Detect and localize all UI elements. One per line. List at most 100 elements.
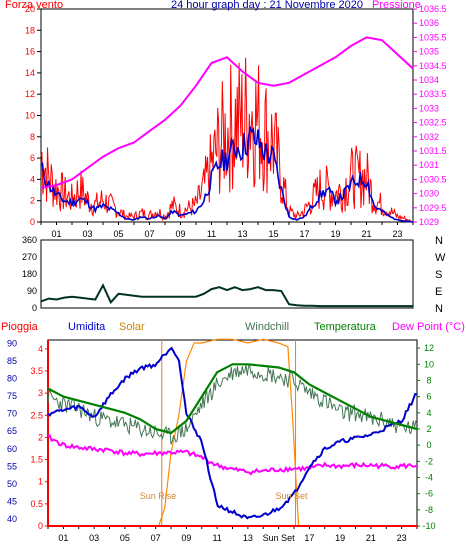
pressure-y-tick-label: 1032 [419, 132, 439, 142]
pressure-axis-label: Pressione [372, 0, 421, 11]
pressure-y-tick-label: 1029 [419, 217, 439, 227]
wind-x-tick-label: 21 [361, 229, 371, 239]
pressure-y-tick-label: 1031.5 [419, 146, 447, 156]
humidity-y-tick-label: 75 [7, 391, 17, 401]
legend-solar: Solar [119, 321, 145, 333]
wind-pressure-series [40, 36, 414, 223]
pressure-y-tick-label: 1033 [419, 103, 439, 113]
compass-label: N [435, 235, 443, 247]
direction-y-tick-label: 90 [27, 286, 37, 296]
pressure-y-tick-label: 1033.5 [419, 89, 447, 99]
sunrise-label: Sun Rise [140, 491, 177, 501]
rain-y-ticks: 0 0.5 1 1.5 2 2.5 3 3.5 4 [30, 344, 48, 531]
dewpoint-line [47, 434, 418, 476]
rain-y-tick-label: 2.5 [30, 410, 43, 420]
rain-y-tick-label: 2 [38, 432, 43, 442]
wind-gust-line [40, 57, 414, 223]
temperature-line [47, 363, 418, 435]
temperature-x-tick-label: 03 [89, 533, 99, 543]
temperature-x-tick-label: 23 [397, 533, 407, 543]
temperature-x-tick-label: 07 [151, 533, 161, 543]
sunset-label: Sun Set [276, 491, 309, 501]
wind-x-tick-label: 17 [299, 229, 309, 239]
rain-y-tick-label: 4 [38, 344, 43, 354]
wind-x-tick-label: 09 [175, 229, 185, 239]
wind-x-tick-label: 13 [237, 229, 247, 239]
humidity-y-tick-label: 90 [7, 339, 17, 349]
wind-y-tick-label: 0 [30, 217, 35, 227]
temperature-y-tick-label: 12 [424, 343, 434, 353]
humidity-y-tick-label: 85 [7, 356, 17, 366]
legend-windchill: Windchill [245, 321, 289, 333]
humidity-y-tick-label: 80 [7, 374, 17, 384]
wind-y-tick-label: 14 [25, 68, 35, 78]
pressure-y-tick-label: 1030.5 [419, 174, 447, 184]
temperature-y-tick-label: 0 [426, 440, 431, 450]
compass-label: W [435, 252, 446, 264]
temperature-y-tick-label: -4 [425, 472, 433, 482]
compass-label: N [435, 303, 443, 315]
humidity-y-ticks: 40 45 50 55 60 65 70 75 80 85 90 [7, 339, 17, 524]
rain-y-tick-label: 0.5 [30, 499, 43, 509]
wind-y-tick-label: 18 [25, 25, 35, 35]
wind-x-tick-label: 03 [82, 229, 92, 239]
pressure-line [40, 36, 414, 189]
rain-y-tick-label: 3 [38, 388, 43, 398]
pressure-y-tick-label: 1029.5 [419, 203, 447, 213]
direction-y-tick-label: 360 [22, 235, 37, 245]
wind-direction-line [40, 283, 413, 308]
rain-y-tick-label: 1 [38, 477, 43, 487]
wind-axis-label: Forza vento [5, 0, 63, 11]
pressure-y-tick-label: 1034.5 [419, 61, 447, 71]
pressure-y-tick-label: 1035.5 [419, 32, 447, 42]
temperature-plot [47, 339, 418, 527]
wind-y-tick-label: 4 [30, 174, 35, 184]
temperature-x-tick-label: 21 [366, 533, 376, 543]
humidity-y-tick-label: 45 [7, 496, 17, 506]
temperature-x-tick-label: 17 [304, 533, 314, 543]
wind-y-tick-label: 8 [30, 132, 35, 142]
wind-y-tick-label: 20 [25, 4, 35, 14]
temperature-y-tick-label: 4 [426, 408, 431, 418]
temperature-y-tick-label: 2 [426, 424, 431, 434]
solar-line [48, 338, 417, 527]
wind-x-ticks: 01 03 05 07 09 11 13 15 17 19 21 23 [40, 222, 414, 239]
wind-x-tick-label: 05 [113, 229, 123, 239]
direction-y-ticks: 0 90 180 270 360 [22, 235, 37, 313]
temperature-y-tick-label: 10 [424, 359, 434, 369]
chart-title: 24 hour graph day : 21 Novembre 2020 [171, 0, 363, 11]
wind-y-tick-label: 12 [25, 89, 35, 99]
windchill-line [47, 363, 418, 445]
legend-pioggia: Pioggia [1, 321, 39, 333]
temperature-x-tick-label: 13 [243, 533, 253, 543]
rain-y-tick-label: 0 [38, 521, 43, 531]
compass-label: E [435, 286, 442, 298]
direction-plot [40, 239, 414, 309]
humidity-y-tick-label: 40 [7, 514, 17, 524]
temperature-y-ticks: -10 -8 -6 -4 -2 0 2 4 6 8 10 12 [417, 343, 436, 531]
pressure-y-tick-label: 1035 [419, 47, 439, 57]
temperature-y-tick-label: 8 [426, 375, 431, 385]
direction-y-tick-label: 0 [32, 303, 37, 313]
wind-x-tick-label: 01 [51, 229, 61, 239]
humidity-y-tick-label: 70 [7, 409, 17, 419]
legend-dewpoint: Dew Point (°C) [392, 321, 465, 333]
temperature-y-tick-label: -2 [425, 456, 433, 466]
pressure-y-tick-label: 1036.5 [419, 4, 447, 14]
pressure-y-tick-label: 1032.5 [419, 118, 447, 128]
humidity-y-tick-label: 65 [7, 426, 17, 436]
wind-y-tick-label: 2 [30, 196, 35, 206]
direction-y-tick-label: 270 [22, 252, 37, 262]
temperature-x-tick-label: 05 [120, 533, 130, 543]
temperature-series [47, 338, 418, 527]
temperature-x-tick-label: 09 [181, 533, 191, 543]
humidity-y-tick-label: 55 [7, 461, 17, 471]
wind-y-ticks: 0 2 4 6 8 10 12 14 16 18 20 [25, 4, 41, 227]
pressure-y-tick-label: 1031 [419, 160, 439, 170]
temperature-y-tick-label: -10 [422, 521, 435, 531]
legend-temperatura: Temperatura [314, 321, 377, 333]
wind-pressure-plot [40, 8, 414, 223]
wind-x-tick-label: 07 [144, 229, 154, 239]
